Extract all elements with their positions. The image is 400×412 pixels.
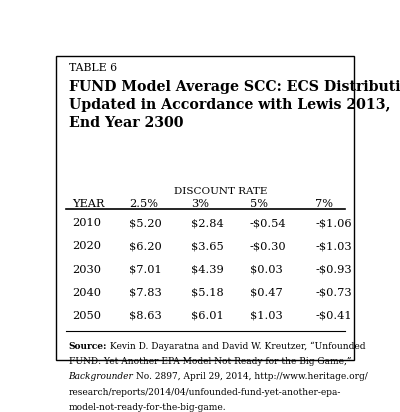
Text: $6.01: $6.01 xyxy=(191,311,224,321)
Text: Kevin D. Dayaratna and David W. Kreutzer, “Unfounded: Kevin D. Dayaratna and David W. Kreutzer… xyxy=(107,342,366,351)
Text: $4.39: $4.39 xyxy=(191,265,224,274)
Text: -$0.93: -$0.93 xyxy=(315,265,352,274)
Text: $5.20: $5.20 xyxy=(129,218,162,228)
Text: -$0.30: -$0.30 xyxy=(250,241,286,251)
Text: -$1.03: -$1.03 xyxy=(315,241,352,251)
Text: $6.20: $6.20 xyxy=(129,241,162,251)
Text: $5.18: $5.18 xyxy=(191,288,224,298)
Text: End Year 2300: End Year 2300 xyxy=(69,116,183,130)
Text: 2030: 2030 xyxy=(72,265,101,274)
Text: DISCOUNT RATE: DISCOUNT RATE xyxy=(174,187,267,197)
Text: -$0.54: -$0.54 xyxy=(250,218,286,228)
Text: $7.83: $7.83 xyxy=(129,288,162,298)
Text: model-not-ready-for-the-big-game.: model-not-ready-for-the-big-game. xyxy=(69,403,226,412)
Text: Backgrounder: Backgrounder xyxy=(69,372,133,382)
FancyBboxPatch shape xyxy=(56,56,354,360)
Text: $3.65: $3.65 xyxy=(191,241,224,251)
Text: $0.47: $0.47 xyxy=(250,288,283,298)
Text: $1.03: $1.03 xyxy=(250,311,283,321)
Text: 3%: 3% xyxy=(191,199,209,208)
Text: 7%: 7% xyxy=(315,199,333,208)
Text: 2050: 2050 xyxy=(72,311,101,321)
Text: -$0.73: -$0.73 xyxy=(315,288,352,298)
Text: FUND Model Average SCC: ECS Distribution: FUND Model Average SCC: ECS Distribution xyxy=(69,80,400,94)
Text: -$0.41: -$0.41 xyxy=(315,311,352,321)
Text: -$1.06: -$1.06 xyxy=(315,218,352,228)
Text: YEAR: YEAR xyxy=(72,199,104,208)
Text: research/reports/2014/04/unfounded-fund-yet-another-epa-: research/reports/2014/04/unfounded-fund-… xyxy=(69,388,341,397)
Text: 2.5%: 2.5% xyxy=(129,199,158,208)
Text: 5%: 5% xyxy=(250,199,268,208)
Text: Source:: Source: xyxy=(69,342,107,351)
Text: 2010: 2010 xyxy=(72,218,101,228)
Text: $7.01: $7.01 xyxy=(129,265,162,274)
Text: FUND: Yet Another EPA Model Not Ready for the Big Game,”: FUND: Yet Another EPA Model Not Ready fo… xyxy=(69,357,351,366)
Text: TABLE 6: TABLE 6 xyxy=(69,63,117,73)
Text: $2.84: $2.84 xyxy=(191,218,224,228)
Text: 2020: 2020 xyxy=(72,241,101,251)
Text: $8.63: $8.63 xyxy=(129,311,162,321)
Text: Updated in Accordance with Lewis 2013,: Updated in Accordance with Lewis 2013, xyxy=(69,98,390,112)
Text: 2040: 2040 xyxy=(72,288,101,298)
Text: $0.03: $0.03 xyxy=(250,265,283,274)
Text: No. 2897, April 29, 2014, http://www.heritage.org/: No. 2897, April 29, 2014, http://www.her… xyxy=(133,372,368,382)
